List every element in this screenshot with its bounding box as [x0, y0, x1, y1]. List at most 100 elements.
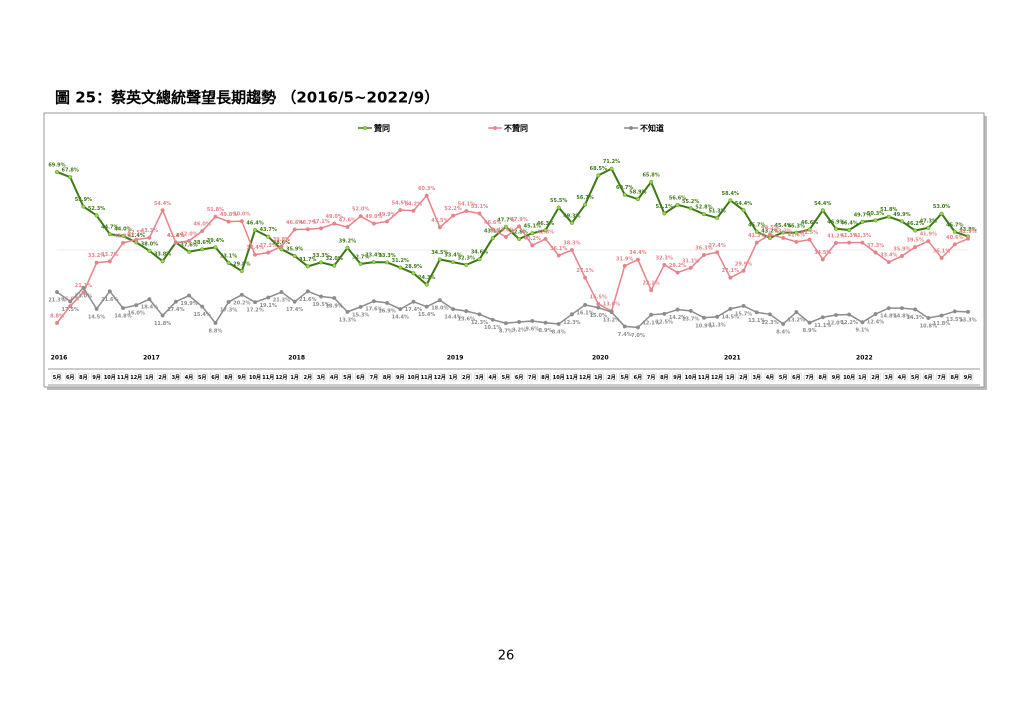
data-label: 52.0%	[352, 207, 369, 213]
data-label: 38.3%	[563, 241, 580, 247]
data-label: 13.2%	[603, 318, 620, 324]
data-label: 41.2%	[114, 233, 131, 239]
point	[952, 309, 957, 314]
point	[213, 320, 218, 325]
data-label: 12.3%	[471, 320, 488, 326]
x-tick-label: 9月	[92, 374, 100, 381]
point	[966, 309, 971, 314]
year-label: 2020	[592, 355, 609, 362]
point	[820, 315, 825, 320]
data-label: 8.7%	[499, 329, 513, 335]
point	[728, 275, 733, 280]
x-tick-label: 8月	[819, 374, 827, 381]
data-label: 58.4%	[722, 191, 739, 197]
data-label: 36.4%	[246, 245, 263, 251]
month-cell	[527, 372, 538, 382]
point	[160, 313, 165, 318]
month-cell	[210, 372, 221, 382]
data-label: 42.5%	[801, 230, 818, 236]
x-tick-label: 8月	[541, 374, 549, 381]
point	[81, 285, 86, 290]
point	[345, 245, 350, 250]
month-cell	[144, 372, 155, 382]
point	[939, 255, 944, 260]
point	[464, 209, 469, 214]
x-tick-label: 9月	[964, 374, 972, 381]
point	[147, 297, 152, 302]
data-label: 49.3%	[563, 213, 580, 219]
point	[794, 239, 799, 244]
x-tick-label: 1月	[594, 374, 602, 381]
point	[543, 320, 548, 325]
point	[490, 236, 495, 241]
point	[728, 198, 733, 203]
point	[860, 320, 865, 325]
data-label: 46.6%	[484, 220, 501, 226]
data-label: 33.8%	[154, 252, 171, 258]
point	[926, 316, 931, 321]
data-label: 11.3%	[708, 322, 725, 328]
data-label: 31.2%	[392, 258, 409, 264]
month-cell	[64, 372, 76, 382]
point	[688, 206, 693, 211]
data-label: 41.3%	[167, 233, 184, 239]
data-label: 46.6%	[286, 220, 303, 226]
point	[160, 208, 165, 213]
x-tick-label: 6月	[211, 374, 219, 381]
x-tick-label: 10月	[843, 374, 855, 381]
data-label: 14.8%	[114, 314, 131, 320]
point	[781, 230, 786, 235]
data-label: 43.2%	[761, 228, 778, 234]
point	[187, 238, 192, 243]
data-label: 33.2%	[88, 253, 105, 259]
point	[305, 264, 310, 269]
point	[873, 250, 878, 255]
point	[477, 257, 482, 262]
point	[121, 240, 126, 245]
data-label: 43.8%	[959, 227, 976, 233]
point	[437, 298, 442, 303]
data-label: 49.0%	[365, 214, 382, 220]
point	[332, 221, 337, 226]
data-label: 12.5%	[656, 319, 673, 325]
point	[767, 312, 772, 317]
month-cell	[381, 372, 393, 382]
point	[424, 304, 429, 309]
data-label: 41.4%	[128, 233, 145, 239]
month-cell	[725, 372, 736, 382]
data-label: 43.6%	[497, 227, 514, 233]
data-label: 32.3%	[656, 255, 673, 261]
data-label: 36.3%	[695, 245, 712, 251]
month-cell	[632, 372, 644, 382]
x-tick-label: 6月	[515, 374, 523, 381]
x-tick-label: 8月	[951, 374, 959, 381]
data-label: 15.4%	[418, 312, 435, 318]
point	[81, 290, 86, 295]
x-tick-label: 10月	[104, 374, 116, 381]
data-label: 47.3%	[920, 218, 937, 224]
point	[781, 235, 786, 240]
point	[622, 324, 627, 329]
data-label: 14.2%	[669, 315, 686, 321]
point	[160, 259, 165, 264]
point	[899, 219, 904, 224]
month-cell	[566, 372, 578, 382]
data-label: 21.6%	[101, 297, 118, 303]
month-cell	[936, 372, 947, 382]
point	[926, 239, 931, 244]
point	[94, 306, 99, 311]
month-cell	[738, 372, 749, 382]
data-label: 33.3%	[312, 253, 329, 259]
data-label: 56.7%	[576, 195, 593, 201]
point	[847, 240, 852, 245]
data-label: 43.7%	[260, 227, 277, 233]
data-label: 10.1%	[484, 325, 501, 331]
data-label: 16.5%	[590, 294, 607, 300]
point	[239, 269, 244, 274]
month-cell	[223, 372, 234, 382]
x-tick-label: 5月	[343, 374, 351, 381]
point	[411, 299, 416, 304]
point	[279, 290, 284, 295]
point	[873, 218, 878, 223]
